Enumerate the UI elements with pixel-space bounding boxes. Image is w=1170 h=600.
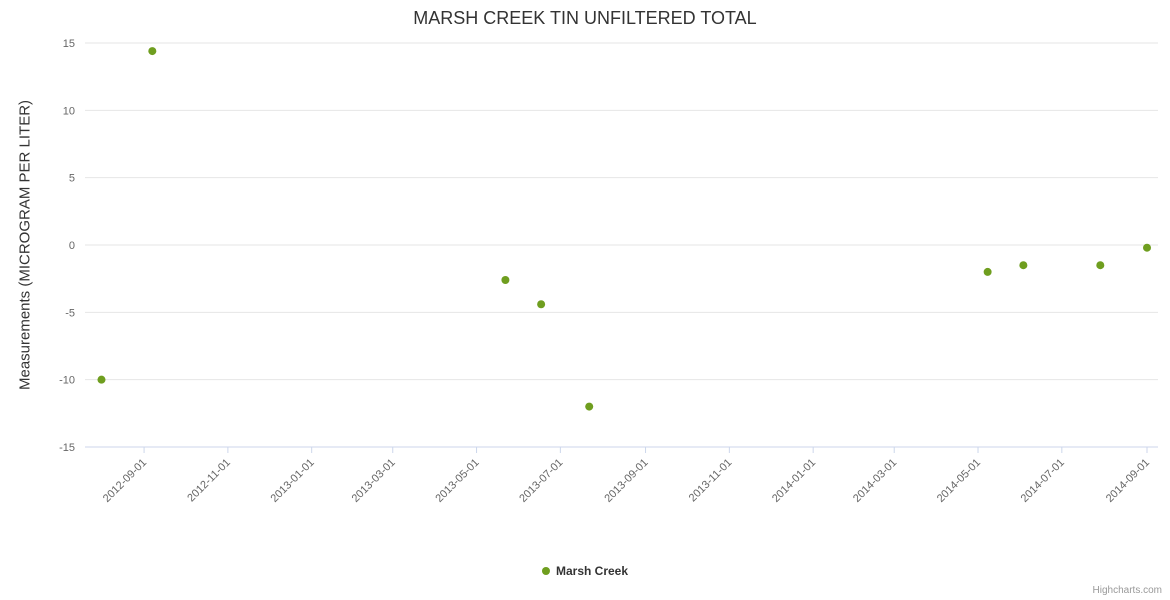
data-point[interactable] [97, 375, 106, 384]
x-tick-label: 2013-05-01 [433, 457, 481, 505]
y-tick-label: 10 [63, 105, 75, 117]
legend-item-marsh-creek[interactable]: Marsh Creek [541, 564, 629, 578]
y-axis-title: Measurements (MICROGRAM PER LITER) [16, 99, 34, 391]
chart-title: MARSH CREEK TIN UNFILTERED TOTAL [413, 8, 757, 28]
x-tick-label: 2013-03-01 [350, 457, 398, 505]
x-tick-label: 2013-07-01 [517, 457, 565, 505]
legend-label: Marsh Creek [555, 564, 629, 578]
plot-area: -15 -10 -5 0 5 10 15 2012-09-01 2012-11-01 2013-0… [59, 38, 1158, 505]
x-tick-label: 2014-01-01 [770, 457, 818, 505]
y-tick-label: 15 [63, 38, 75, 50]
data-point[interactable] [983, 267, 992, 276]
x-tick-label: 2012-09-01 [101, 457, 149, 505]
y-tick-label: -10 [59, 375, 75, 387]
x-tick-label: 2014-05-01 [935, 457, 983, 505]
data-point[interactable] [1096, 261, 1105, 270]
data-point[interactable] [1019, 261, 1028, 270]
data-point[interactable] [585, 402, 594, 411]
x-tick-label: 2014-03-01 [851, 457, 899, 505]
highcharts-credits-link[interactable]: Highcharts.com [1092, 585, 1162, 596]
x-tick-label: 2013-11-01 [687, 457, 735, 505]
data-point[interactable] [148, 47, 157, 56]
x-tick-label: 2013-09-01 [602, 457, 650, 505]
legend-marker-icon [541, 567, 550, 575]
data-point[interactable] [537, 300, 546, 309]
y-tick-label: -15 [59, 442, 75, 454]
y-tick-label: -5 [65, 307, 75, 319]
y-tick-label: 5 [69, 173, 75, 185]
data-point[interactable] [501, 276, 510, 285]
x-tick-label: 2012-11-01 [185, 457, 233, 505]
data-point[interactable] [1143, 243, 1152, 252]
x-tick-label: 2014-09-01 [1104, 457, 1152, 505]
y-tick-label: 0 [69, 240, 75, 252]
x-tick-label: 2014-07-01 [1019, 457, 1067, 505]
x-tick-label: 2013-01-01 [269, 457, 317, 505]
